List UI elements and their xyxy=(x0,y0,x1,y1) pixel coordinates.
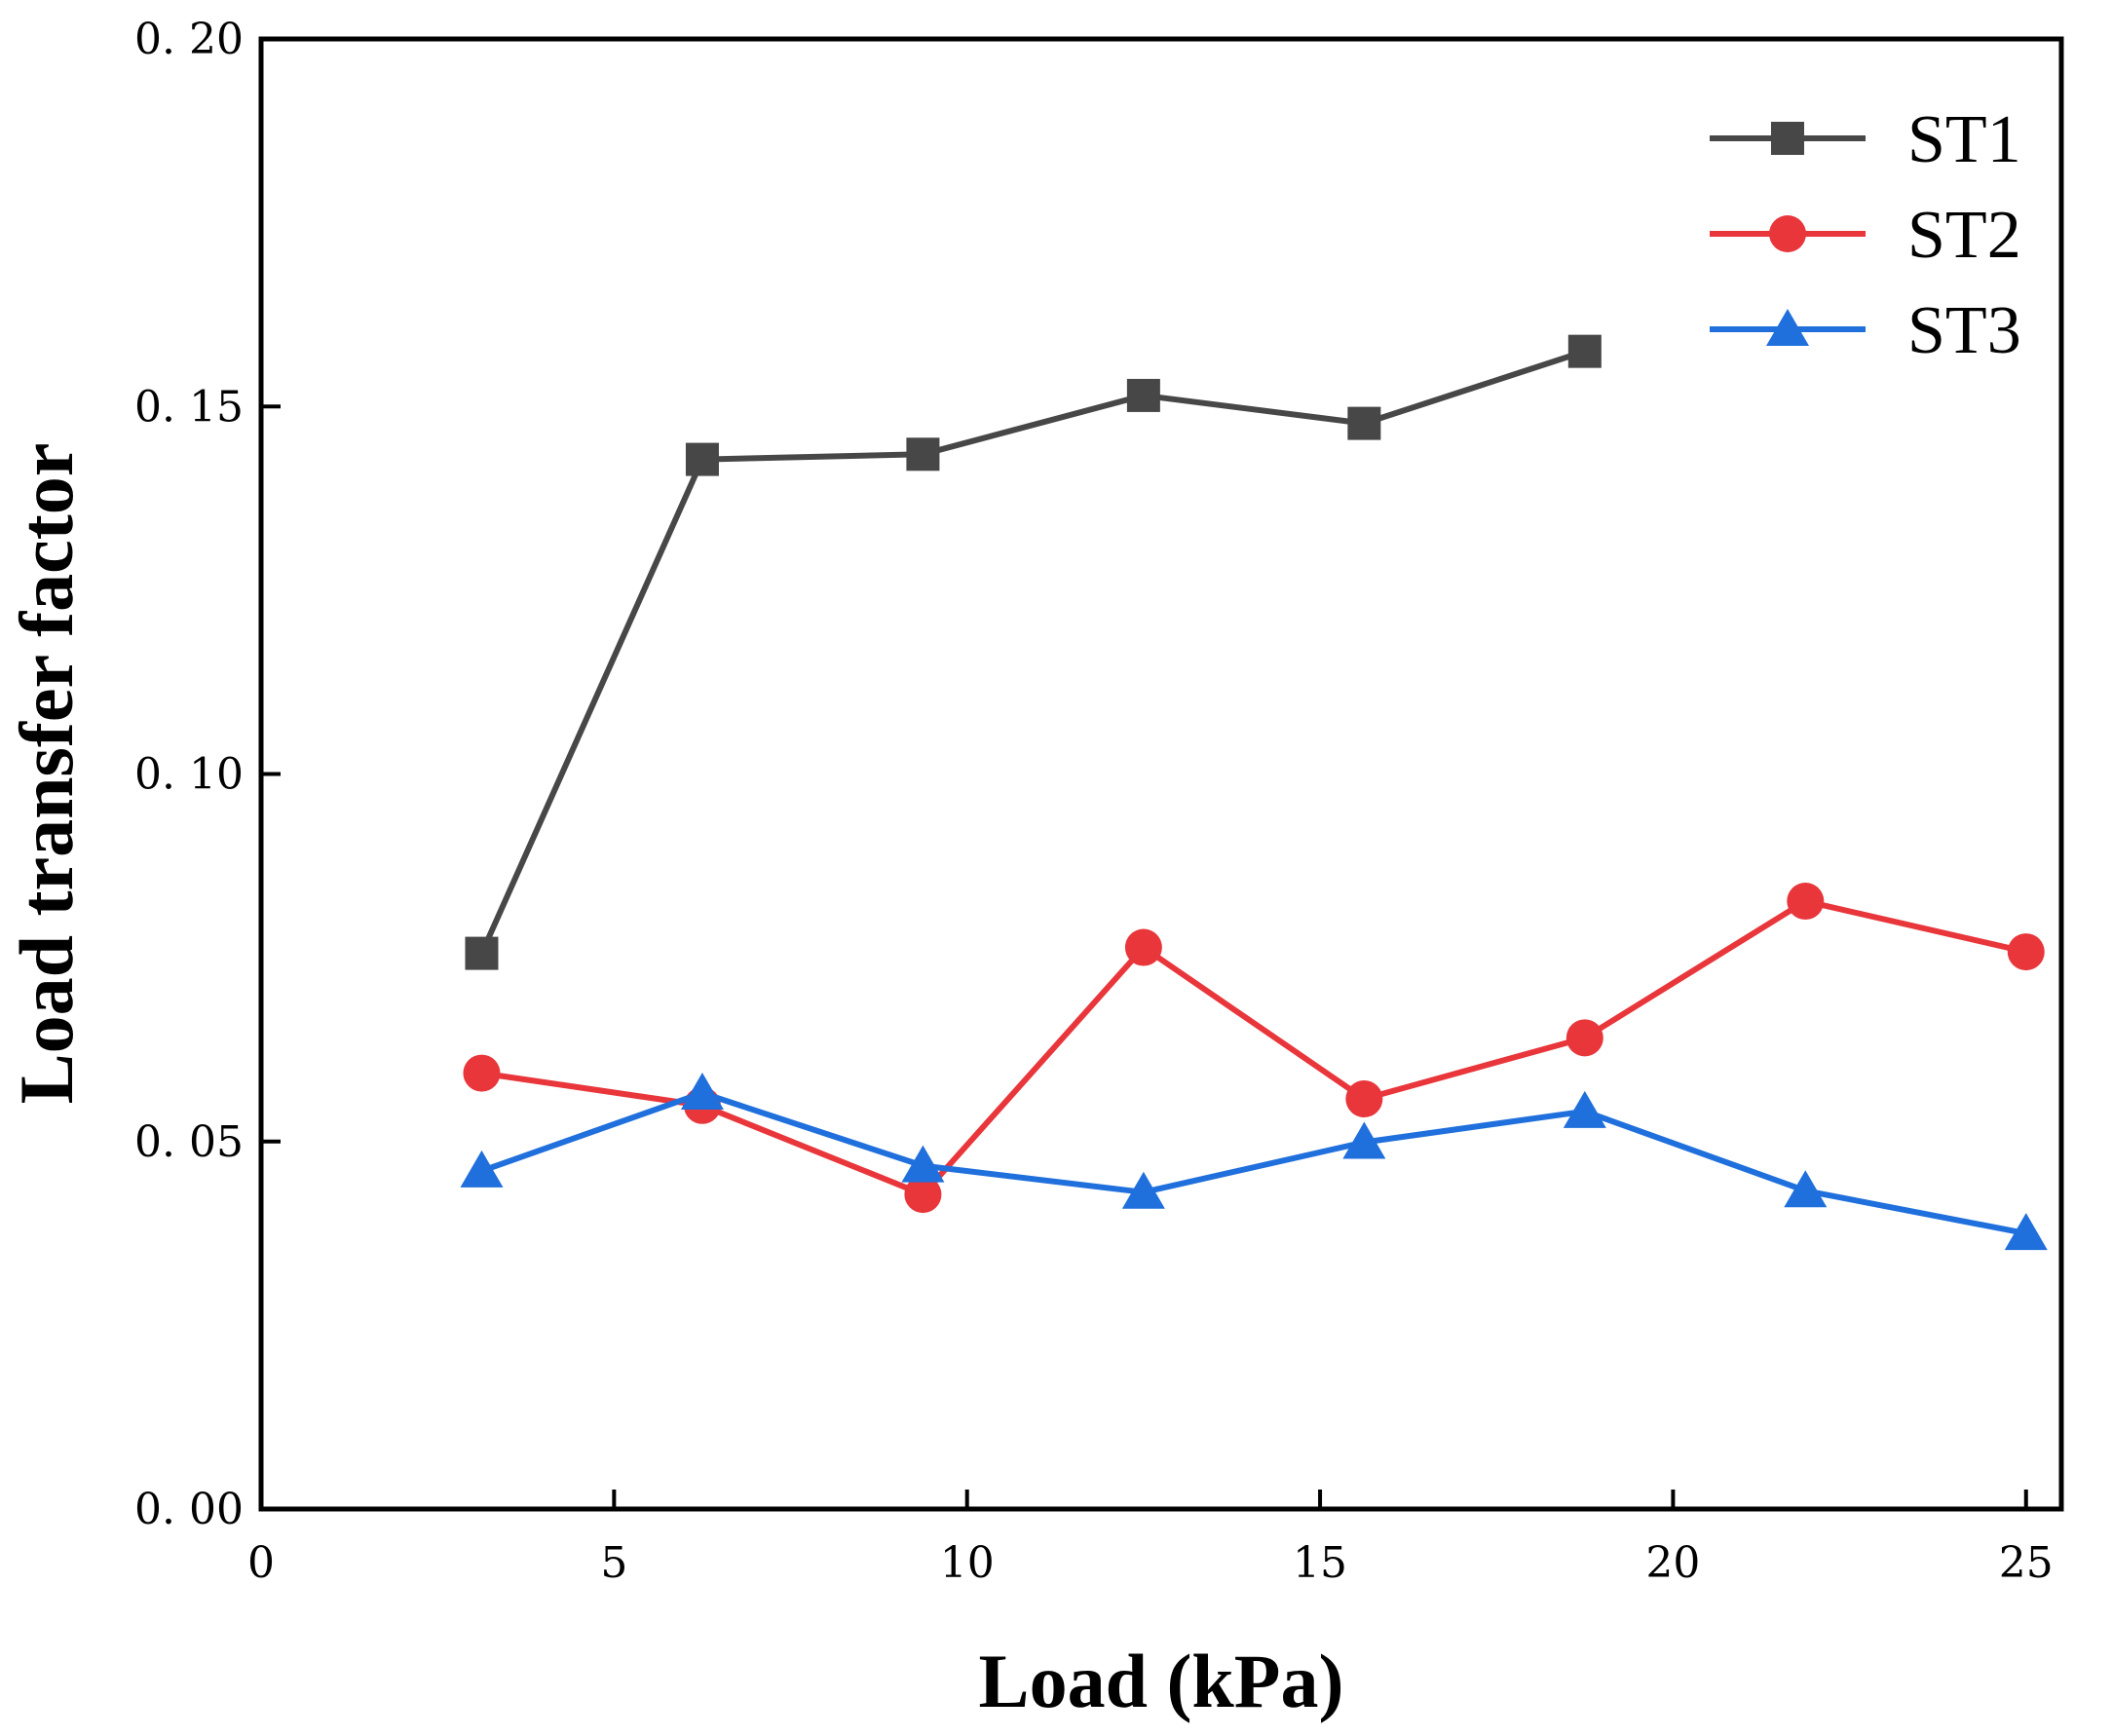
x-axis-title: Load (kPa) xyxy=(979,1639,1344,1723)
legend-marker xyxy=(1769,215,1806,252)
legend-label: ST2 xyxy=(1907,198,2021,273)
data-point-st1 xyxy=(1347,406,1381,440)
data-point-st3 xyxy=(901,1145,945,1183)
y-axis-title: Load transfer factor xyxy=(4,443,89,1105)
data-point-st2 xyxy=(1565,1019,1603,1057)
series-layer xyxy=(460,334,2048,1251)
series-st1 xyxy=(465,334,1602,970)
data-point-st1 xyxy=(906,437,940,472)
data-point-st1 xyxy=(1567,334,1602,368)
data-point-st1 xyxy=(685,442,719,476)
series-st3 xyxy=(460,1072,2048,1251)
x-tick-label: 5 xyxy=(600,1538,627,1588)
y-tick-label: 0. 05 xyxy=(134,1117,244,1167)
data-point-st2 xyxy=(1124,928,1162,966)
data-point-st3 xyxy=(460,1150,504,1188)
x-tick-label: 0 xyxy=(247,1538,275,1588)
legend-marker xyxy=(1766,309,1809,346)
data-point-st3 xyxy=(1563,1090,1606,1128)
legend-item-st3: ST3 xyxy=(1710,293,2021,368)
data-point-st2 xyxy=(463,1054,501,1092)
x-tick-label: 10 xyxy=(940,1538,995,1588)
plot-area xyxy=(258,36,2064,1512)
legend-label: ST1 xyxy=(1907,102,2021,177)
y-tick-label: 0. 20 xyxy=(134,15,244,64)
legend-item-st2: ST2 xyxy=(1710,198,2021,273)
y-tick-label: 0. 15 xyxy=(134,382,244,432)
data-point-st3 xyxy=(680,1072,724,1110)
data-point-st1 xyxy=(465,936,499,970)
legend-label: ST3 xyxy=(1907,293,2021,368)
legend-marker xyxy=(1771,122,1804,155)
data-point-st3 xyxy=(1342,1121,1386,1159)
data-point-st3 xyxy=(2004,1213,2048,1251)
y-tick-label: 0. 00 xyxy=(134,1485,244,1534)
series-line-st3 xyxy=(480,1089,2027,1237)
x-tick-label: 15 xyxy=(1293,1538,1347,1588)
series-line-st1 xyxy=(478,348,1586,955)
data-point-st2 xyxy=(2007,933,2045,971)
data-point-st3 xyxy=(1784,1170,1828,1208)
data-point-st1 xyxy=(1126,378,1160,412)
axis-ticks: 0 5 10 15 20 25 0. 00 0. 05 0. 10 0. 15 0. 20 xyxy=(134,15,2054,1588)
data-point-st3 xyxy=(1121,1171,1165,1209)
data-point-st2 xyxy=(1345,1079,1383,1117)
series-st2 xyxy=(463,883,2045,1214)
legend: ST1 ST2 ST3 xyxy=(1710,102,2021,368)
series-line-st2 xyxy=(481,898,2027,1198)
x-tick-label: 25 xyxy=(1999,1538,2054,1588)
data-point-st2 xyxy=(904,1176,942,1214)
legend-item-st1: ST1 xyxy=(1710,102,2021,177)
data-point-st2 xyxy=(1787,883,1825,921)
x-tick-label: 20 xyxy=(1645,1538,1700,1588)
y-tick-label: 0. 10 xyxy=(134,750,244,800)
